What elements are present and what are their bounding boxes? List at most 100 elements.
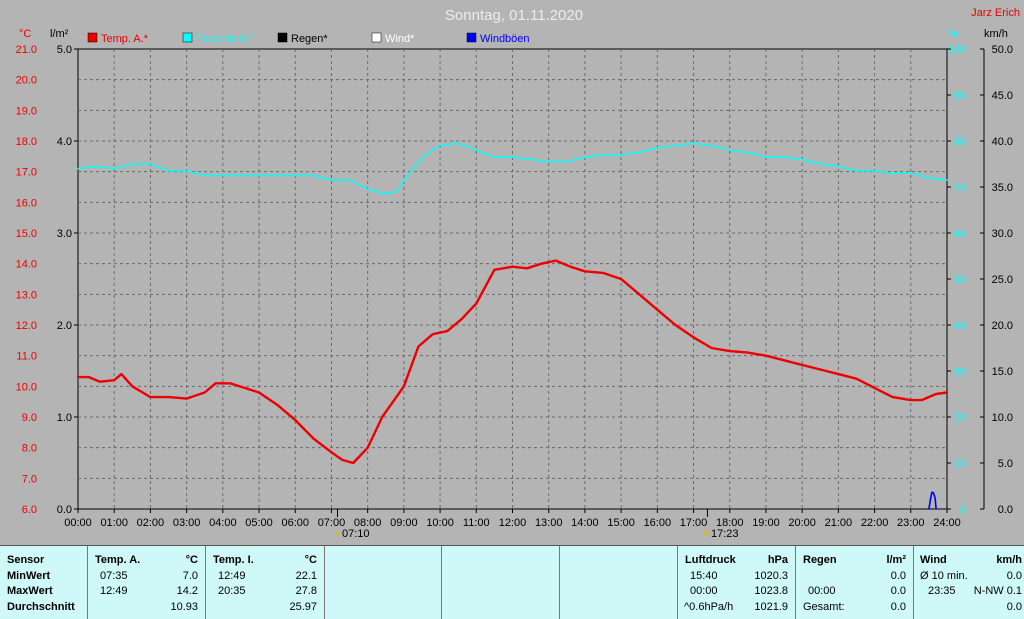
temp-i-max-time: 20:35 bbox=[218, 585, 246, 597]
rain-tick-label: 5.0 bbox=[57, 44, 72, 56]
series-line-feuchte-a bbox=[77, 142, 948, 195]
empty-column-3 bbox=[560, 546, 678, 619]
pressure-avg-val: 1021.9 bbox=[754, 601, 788, 613]
empty-column-2 bbox=[442, 546, 560, 619]
rain-max-val: 0.0 bbox=[890, 585, 906, 597]
humidity-tick-label: 80 bbox=[954, 136, 966, 148]
rain-max-time: 00:00 bbox=[808, 585, 836, 597]
sensor-header: Sensor bbox=[7, 554, 45, 566]
x-tick-label: 22:00 bbox=[861, 517, 889, 529]
temp-tick-label: 12.0 bbox=[16, 320, 37, 332]
x-tick-label: 10:00 bbox=[426, 517, 454, 529]
temp-tick-label: 18.0 bbox=[16, 136, 37, 148]
legend-label: Feuchte A.* bbox=[196, 33, 254, 45]
min-row-label: MinWert bbox=[7, 570, 51, 582]
sunrise-time: 07:10 bbox=[342, 528, 370, 540]
wind-tick-label: 25.0 bbox=[992, 274, 1013, 286]
rain-total-label: Gesamt: bbox=[803, 601, 845, 613]
rain-axis-unit: l/m² bbox=[50, 28, 69, 40]
temp-i-min-val: 22.1 bbox=[295, 570, 317, 582]
temp-tick-label: 7.0 bbox=[22, 473, 37, 485]
sunrise-icon: ☀ bbox=[333, 529, 342, 540]
wind-tick-label: 35.0 bbox=[992, 182, 1013, 194]
wind-tick-label: 50.0 bbox=[992, 44, 1013, 56]
avg-row-label: Durchschnitt bbox=[7, 601, 75, 613]
temp-tick-label: 10.0 bbox=[16, 381, 37, 393]
rain-tick-label: 4.0 bbox=[57, 136, 72, 148]
x-tick-label: 02:00 bbox=[137, 517, 165, 529]
legend-swatch bbox=[87, 32, 98, 43]
x-tick-label: 01:00 bbox=[100, 517, 128, 529]
x-tick-label: 11:00 bbox=[463, 517, 490, 529]
x-tick-label: 08:00 bbox=[354, 517, 382, 529]
wind-header: Wind bbox=[920, 554, 947, 566]
sunset-time: 17:23 bbox=[711, 528, 739, 540]
temp-tick-label: 19.0 bbox=[16, 105, 37, 117]
x-tick-label: 14:00 bbox=[571, 517, 599, 529]
x-tick-label: 21:00 bbox=[825, 517, 853, 529]
rain-header: Regen bbox=[803, 554, 837, 566]
legend-label: Temp. A.* bbox=[101, 33, 149, 45]
pressure-max-val: 1023.8 bbox=[754, 585, 788, 597]
temp-i-min-time: 12:49 bbox=[218, 570, 246, 582]
wind-avg10-label: Ø 10 min. bbox=[920, 570, 968, 582]
x-tick-label: 13:00 bbox=[535, 517, 563, 529]
temp-i-unit: °C bbox=[304, 554, 317, 566]
wind-tick-label: 45.0 bbox=[992, 90, 1013, 102]
humidity-tick-label: 10 bbox=[954, 458, 966, 470]
x-tick-label: 03:00 bbox=[173, 517, 201, 529]
pressure-min-time: 15:40 bbox=[690, 570, 718, 582]
legend-swatch bbox=[277, 32, 288, 43]
temp-a-avg-val: 10.93 bbox=[170, 601, 198, 613]
rain-unit: l/m² bbox=[886, 554, 906, 566]
wind-unit: km/h bbox=[996, 554, 1022, 566]
x-tick-label: 12:00 bbox=[499, 517, 527, 529]
x-tick-label: 20:00 bbox=[788, 517, 816, 529]
temp-tick-label: 21.0 bbox=[16, 44, 37, 56]
rain-total-val: 0.0 bbox=[890, 601, 906, 613]
pressure-min-val: 1020.3 bbox=[754, 570, 788, 582]
legend-swatch bbox=[466, 32, 477, 43]
wind-tick-label: 15.0 bbox=[992, 366, 1013, 378]
temp-axis-unit: °C bbox=[19, 28, 31, 40]
rain-tick-label: 3.0 bbox=[57, 228, 72, 240]
stats-table: Sensor MinWert MaxWert Durchschnitt Temp… bbox=[0, 545, 1024, 619]
x-tick-label: 16:00 bbox=[644, 517, 672, 529]
x-tick-label: 17:00 bbox=[680, 517, 708, 529]
sun-markers: ☀ 07:10 ☀ 17:23 bbox=[333, 509, 739, 540]
temp-i-header: Temp. I. bbox=[213, 554, 254, 566]
temp-tick-label: 9.0 bbox=[22, 412, 37, 424]
x-tick-label: 06:00 bbox=[281, 517, 309, 529]
x-tick-label: 07:00 bbox=[318, 517, 346, 529]
humidity-tick-label: 0 bbox=[960, 504, 966, 516]
humidity-axis-unit: % bbox=[948, 28, 958, 40]
temp-tick-label: 17.0 bbox=[16, 167, 37, 179]
legend-label: Regen* bbox=[291, 33, 328, 45]
legend-swatch bbox=[371, 32, 382, 43]
temp-i-column: Temp. I. °C 12:49 22.1 20:35 27.8 25.97 bbox=[206, 546, 325, 619]
humidity-tick-label: 40 bbox=[954, 320, 966, 332]
wind-tick-label: 10.0 bbox=[992, 412, 1013, 424]
temp-a-column: Temp. A. °C 07:35 7.0 12:49 14.2 10.93 bbox=[88, 546, 206, 619]
temp-tick-label: 16.0 bbox=[16, 197, 37, 209]
wind-tick-label: 5.0 bbox=[998, 458, 1013, 470]
humidity-tick-label: 100 bbox=[948, 44, 966, 56]
x-tick-label: 18:00 bbox=[716, 517, 744, 529]
temp-a-min-val: 7.0 bbox=[182, 570, 198, 582]
pressure-max-time: 00:00 bbox=[690, 585, 718, 597]
weather-chart: Sonntag, 01.11.2020 Jarz Erich °C l/m² %… bbox=[16, 7, 1020, 540]
grid bbox=[78, 49, 947, 509]
x-tick-label: 05:00 bbox=[245, 517, 273, 529]
temp-i-avg-val: 25.97 bbox=[289, 601, 317, 613]
empty-column-1 bbox=[325, 546, 442, 619]
temp-tick-label: 20.0 bbox=[16, 75, 37, 87]
rain-min-val: 0.0 bbox=[890, 570, 906, 582]
pressure-column: Luftdruck hPa 15:40 1020.3 00:00 1023.8 … bbox=[678, 546, 796, 619]
x-tick-label: 23:00 bbox=[897, 517, 925, 529]
temp-a-unit: °C bbox=[185, 554, 198, 566]
wind-max-time: 23:35 bbox=[928, 585, 956, 597]
axis-ticks: 6.0 7.0 8.0 9.0 10.0 11.0 12.0 13.0 14.0 15.0 16.0… bbox=[16, 44, 1013, 529]
temp-a-max-time: 12:49 bbox=[100, 585, 128, 597]
x-tick-label: 04:00 bbox=[209, 517, 237, 529]
x-tick-label: 15:00 bbox=[607, 517, 635, 529]
